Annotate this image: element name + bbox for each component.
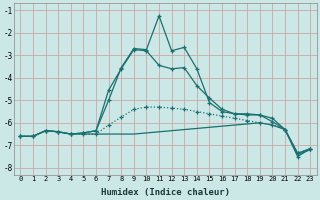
X-axis label: Humidex (Indice chaleur): Humidex (Indice chaleur)	[101, 188, 230, 197]
